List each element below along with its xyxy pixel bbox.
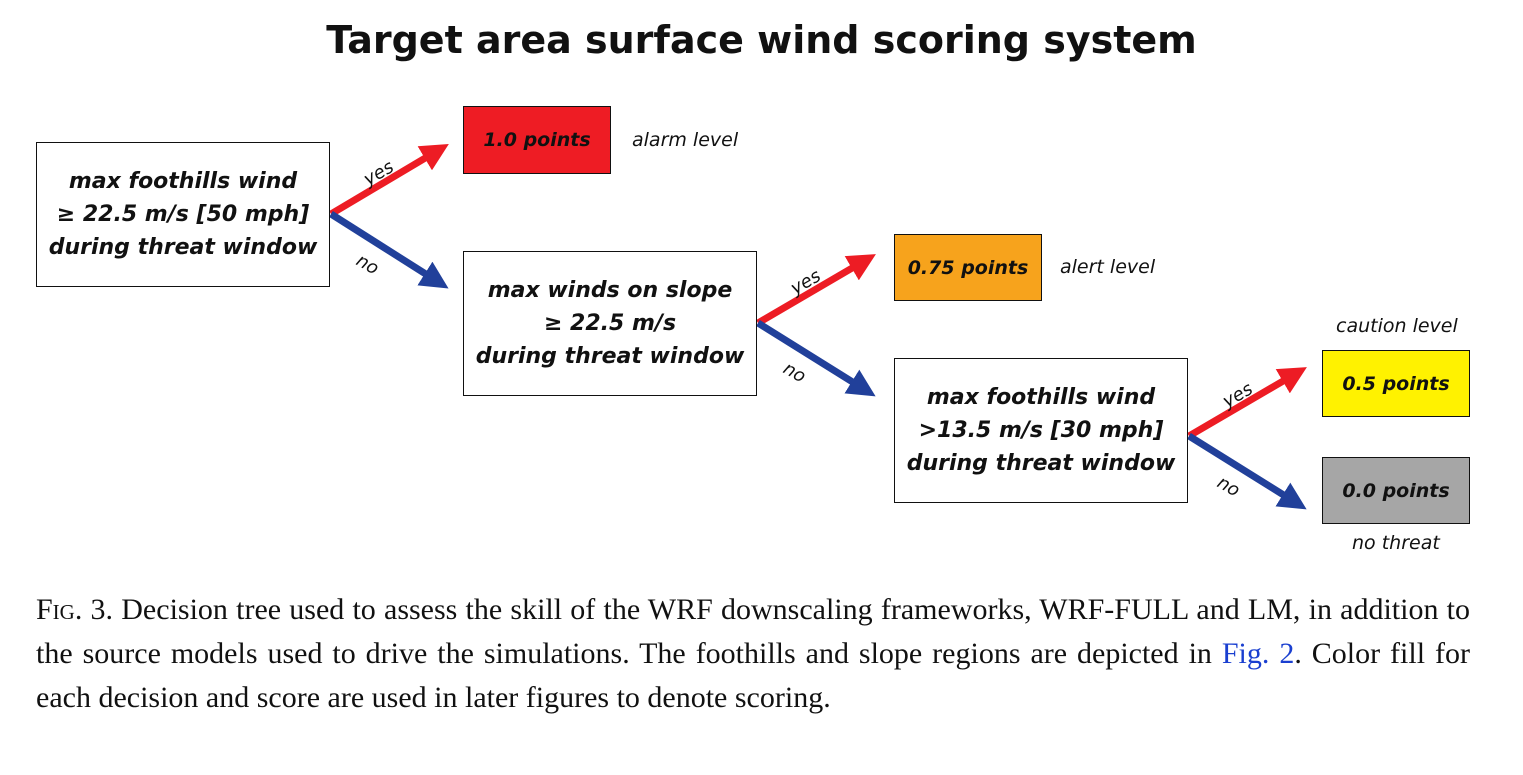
- decision-node-1-line-3: during threat window: [48, 235, 318, 260]
- decision-node-2-line-1: max winds on slope: [487, 278, 733, 303]
- decision-node-3-line-3: during threat window: [906, 451, 1176, 476]
- yes-arrow-1: [329, 143, 449, 218]
- figure-caption: Fig. 3. Decision tree used to assess the…: [36, 588, 1470, 720]
- decision-node-1: max foothills wind ≥ 22.5 m/s [50 mph] d…: [36, 142, 330, 287]
- yes-arrow-2: [756, 254, 876, 327]
- caption-text-2: . Color fill for each decision and score…: [36, 637, 1470, 714]
- score-box-alert: 0.75 points: [894, 234, 1042, 301]
- decision-node-3-line-2: >13.5 m/s [30 mph]: [918, 418, 1164, 443]
- score-box-no-threat: 0.0 points: [1322, 457, 1470, 524]
- decision-node-3-line-1: max foothills wind: [926, 385, 1156, 410]
- diagram-title: Target area surface wind scoring system: [326, 18, 1197, 62]
- level-label-caution: caution level: [1336, 315, 1458, 337]
- decision-node-3: max foothills wind >13.5 m/s [30 mph] du…: [894, 358, 1188, 503]
- decision-node-2: max winds on slope ≥ 22.5 m/s during thr…: [463, 251, 757, 396]
- yes-arrow-3: [1187, 367, 1307, 440]
- level-label-alarm: alarm level: [632, 129, 739, 151]
- decision-node-2-line-2: ≥ 22.5 m/s: [543, 311, 677, 336]
- score-box-caution: 0.5 points: [1322, 350, 1470, 417]
- figure-label: Fig. 3.: [36, 593, 114, 626]
- no-arrow-3: [1187, 433, 1307, 510]
- level-label-no-threat: no threat: [1352, 532, 1440, 554]
- no-arrow-1: [329, 211, 449, 289]
- decision-node-1-line-2: ≥ 22.5 m/s [50 mph]: [56, 202, 310, 227]
- decision-node-2-line-3: during threat window: [475, 344, 745, 369]
- arrows-layer: [329, 143, 1307, 510]
- caption-text-1: Decision tree used to assess the skill o…: [36, 593, 1471, 670]
- decision-node-1-line-1: max foothills wind: [68, 169, 298, 194]
- figure-reference-link[interactable]: Fig. 2: [1221, 637, 1295, 670]
- level-label-alert: alert level: [1060, 256, 1156, 278]
- score-box-alarm: 1.0 points: [463, 106, 611, 174]
- no-arrow-2: [756, 320, 876, 397]
